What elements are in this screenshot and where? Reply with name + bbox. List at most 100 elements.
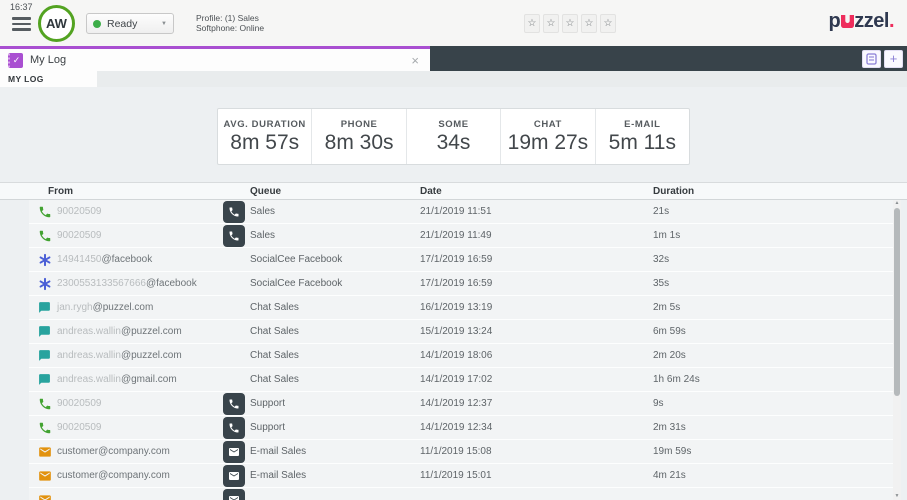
table-row[interactable]: 90020509 Support 14/1/2019 12:37 9s xyxy=(29,392,893,416)
phone-icon xyxy=(38,229,52,243)
from-value: 2300553133567666@facebook xyxy=(57,278,197,289)
scrollbar-thumb[interactable] xyxy=(894,208,900,396)
tab-my-log[interactable]: ✓ My Log × xyxy=(0,46,430,71)
duration-value: 21s xyxy=(653,206,670,217)
logo-dot: . xyxy=(888,10,895,32)
table-row[interactable]: 2300553133567666@facebook SocialCee Faceb… xyxy=(29,272,893,296)
queue-value: Sales xyxy=(250,230,276,241)
logo-text: p xyxy=(828,10,841,32)
table-row[interactable]: 90020509 Support 14/1/2019 12:34 2m 31s xyxy=(29,416,893,440)
queue-value: Chat Sales xyxy=(250,350,299,361)
queue-email-icon xyxy=(223,441,245,463)
some-icon xyxy=(38,253,52,267)
queue-value: SocialCee Facebook xyxy=(250,254,343,265)
avatar[interactable]: AW xyxy=(38,5,75,42)
puzzel-logo: p zzel. xyxy=(828,10,895,33)
duration-value: 6m 59s xyxy=(653,326,686,337)
date-value: 14/1/2019 12:34 xyxy=(420,422,493,433)
from-value: 90020509 xyxy=(57,206,102,217)
date-value: 21/1/2019 11:51 xyxy=(420,206,492,217)
duration-value: 1h 6m 24s xyxy=(653,374,700,385)
date-value: 15/1/2019 13:24 xyxy=(420,326,493,337)
table-row[interactable] xyxy=(29,488,893,500)
add-tab-button[interactable]: + xyxy=(884,50,903,68)
stat-value: 8m 30s xyxy=(324,131,394,154)
table-row[interactable]: andreas.wallin@puzzel.com Chat Sales 15/1/… xyxy=(29,320,893,344)
date-value: 11/1/2019 15:01 xyxy=(420,470,492,481)
email-icon xyxy=(38,493,52,500)
queue-value: E-mail Sales xyxy=(250,470,307,481)
star-icon[interactable]: ☆ xyxy=(600,14,616,33)
star-icon[interactable]: ☆ xyxy=(524,14,540,33)
table-row[interactable]: 14941450@facebook SocialCee Facebook 17/1/… xyxy=(29,248,893,272)
table-row[interactable]: customer@company.com E-mail Sales 11/1/201… xyxy=(29,440,893,464)
table-row[interactable]: jan.rygh@puzzel.com Chat Sales 16/1/2019 1… xyxy=(29,296,893,320)
widget-layout-button[interactable] xyxy=(862,50,881,68)
from-value: 90020509 xyxy=(57,422,102,433)
from-value: 14941450@facebook xyxy=(57,254,153,265)
date-value: 14/1/2019 18:06 xyxy=(420,350,493,361)
queue-value: Support xyxy=(250,398,286,409)
queue-value: SocialCee Facebook xyxy=(250,278,343,289)
duration-value: 2m 20s xyxy=(653,350,686,361)
from-value: andreas.wallin@gmail.com xyxy=(57,374,177,385)
queue-email-icon xyxy=(223,489,245,500)
subtab-my-log[interactable]: MY LOG xyxy=(0,71,97,87)
email-icon xyxy=(38,469,52,483)
close-icon[interactable]: × xyxy=(411,52,419,68)
table-row[interactable]: customer@company.com E-mail Sales 11/1/201… xyxy=(29,464,893,488)
my-log-panel: AVG. DURATION 8m 57s PHONE 8m 30s SOME 3… xyxy=(0,87,907,500)
chevron-down-icon: ▼ xyxy=(161,20,167,27)
some-icon xyxy=(38,277,52,291)
phone-icon xyxy=(38,397,52,411)
status-dropdown[interactable]: Ready ▼ xyxy=(86,13,174,34)
logo-text: zzel xyxy=(854,10,889,32)
stat-value: 19m 27s xyxy=(507,131,589,154)
date-value: 14/1/2019 17:02 xyxy=(420,374,493,385)
table-scrollbar[interactable]: ▲ ▼ xyxy=(893,200,901,500)
scroll-up-icon[interactable]: ▲ xyxy=(894,200,900,206)
status-dot-icon xyxy=(93,19,101,28)
table-body: 90020509 Sales 21/1/2019 11:51 21s 90020509 S… xyxy=(29,200,893,500)
chat-icon xyxy=(38,349,51,363)
table-row[interactable]: 90020509 Sales 21/1/2019 11:51 21s xyxy=(29,200,893,224)
phone-icon xyxy=(38,205,52,219)
date-value: 16/1/2019 13:19 xyxy=(420,302,493,313)
queue-value: E-mail Sales xyxy=(250,446,307,457)
top-bar: 16:37 AW Ready ▼ Profile: (1) Sales Soft… xyxy=(0,0,907,46)
table-row[interactable]: andreas.wallin@puzzel.com Chat Sales 14/1/… xyxy=(29,344,893,368)
queue-phone-icon xyxy=(223,393,245,415)
table-header: From Queue Date Duration xyxy=(0,182,907,200)
stat-label: PHONE xyxy=(340,119,378,130)
logo-u-icon xyxy=(840,15,854,28)
queue-phone-icon xyxy=(223,201,245,223)
menu-icon[interactable] xyxy=(12,17,31,31)
stats-cards: AVG. DURATION 8m 57s PHONE 8m 30s SOME 3… xyxy=(217,108,690,165)
queue-value: Chat Sales xyxy=(250,326,299,337)
star-icon[interactable]: ☆ xyxy=(581,14,597,33)
duration-value: 2m 31s xyxy=(653,422,686,433)
column-header-date: Date xyxy=(420,186,442,197)
scroll-down-icon[interactable]: ▼ xyxy=(894,493,900,499)
phone-icon xyxy=(38,421,52,435)
star-icon[interactable]: ☆ xyxy=(543,14,559,33)
date-value: 17/1/2019 16:59 xyxy=(420,278,493,289)
profile-info: Profile: (1) Sales Softphone: Online xyxy=(196,13,264,33)
stat-value: 5m 11s xyxy=(608,131,676,154)
table-row[interactable]: 90020509 Sales 21/1/2019 11:49 1m 1s xyxy=(29,224,893,248)
from-value: customer@company.com xyxy=(57,446,170,457)
duration-value: 32s xyxy=(653,254,670,265)
chat-icon xyxy=(38,301,51,315)
queue-value: Support xyxy=(250,422,286,433)
duration-value: 4m 21s xyxy=(653,470,686,481)
column-header-duration: Duration xyxy=(653,186,695,197)
duration-value: 1m 1s xyxy=(653,230,681,241)
date-value: 14/1/2019 12:37 xyxy=(420,398,493,409)
queue-phone-icon xyxy=(223,417,245,439)
softphone-line: Softphone: Online xyxy=(196,23,265,33)
stat-value: 8m 57s xyxy=(230,131,300,154)
stat-avg-duration: AVG. DURATION 8m 57s xyxy=(218,109,313,164)
table-row[interactable]: andreas.wallin@gmail.com Chat Sales 14/1/2… xyxy=(29,368,893,392)
star-icon[interactable]: ☆ xyxy=(562,14,578,33)
date-value: 21/1/2019 11:49 xyxy=(420,230,492,241)
